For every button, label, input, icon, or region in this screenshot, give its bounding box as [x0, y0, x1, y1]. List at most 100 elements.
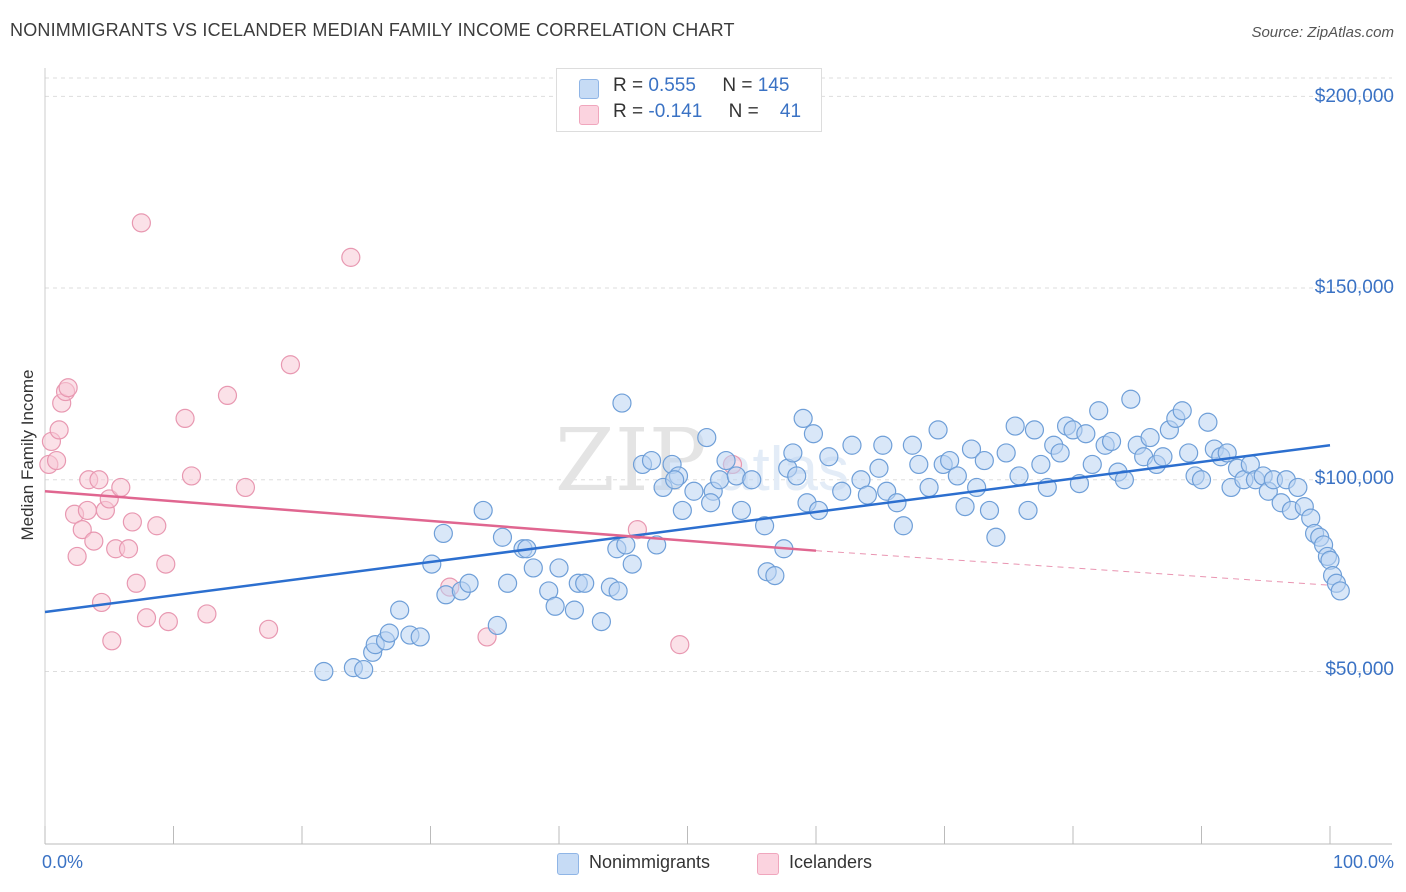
nonimmigrants-point	[947, 466, 967, 486]
x-tick-label-min: 0.0%	[42, 852, 84, 872]
icelanders-point	[89, 470, 109, 490]
icelanders-point	[99, 489, 119, 509]
icelanders-point	[136, 608, 157, 628]
y-tick-label-50000: $50,000	[1325, 659, 1394, 680]
nonimmigrants-point	[433, 523, 453, 544]
nonimmigrants-point	[787, 466, 807, 486]
nonimmigrants-point	[549, 558, 569, 578]
nonimmigrants-point	[379, 623, 399, 643]
icelanders-point	[126, 573, 146, 593]
blue-swatch	[557, 853, 579, 875]
correlation-legend: R = 0.555 N = 145 R = -0.141 N = 41	[556, 68, 822, 132]
nonimmigrants-point	[819, 447, 839, 467]
r-value: 0.555	[648, 75, 696, 96]
n-value: 145	[757, 75, 790, 96]
y-tick-label-200000: $200,000	[1314, 86, 1394, 107]
nonimmigrants-point	[803, 424, 824, 444]
nonimmigrants-point	[842, 435, 862, 455]
nonimmigrants-point	[564, 600, 585, 620]
nonimmigrants-point	[701, 493, 721, 513]
icelanders-point	[341, 247, 361, 267]
nonimmigrants-point	[487, 615, 507, 636]
icelanders-point	[158, 612, 178, 632]
icelanders-point	[235, 477, 256, 498]
nonimmigrants-point	[1050, 443, 1070, 463]
nonimmigrants-point	[979, 500, 1000, 521]
icelanders-point	[77, 500, 98, 521]
nonimmigrants-point	[765, 566, 785, 586]
icelanders-point	[111, 477, 131, 498]
nonimmigrants-point	[1009, 466, 1029, 486]
icelanders-point	[258, 619, 279, 639]
nonimmigrants-point	[869, 458, 889, 478]
nonimmigrants-point	[710, 470, 730, 490]
nonimmigrants-point	[647, 535, 667, 555]
nonimmigrants-point	[961, 439, 982, 459]
n-label: N =	[722, 75, 753, 96]
nonimmigrants-point	[1082, 454, 1102, 475]
nonimmigrants-point	[1153, 447, 1173, 467]
legend-label: Icelanders	[789, 852, 873, 872]
nonimmigrants-point	[591, 612, 612, 632]
icelanders-point	[670, 635, 690, 655]
nonimmigrants-point	[1288, 477, 1308, 498]
nonimmigrants-point	[459, 573, 479, 593]
icelanders-point	[118, 539, 139, 559]
nonimmigrants-point	[909, 454, 929, 475]
nonimmigrants-point	[545, 596, 565, 616]
nonimmigrants-point	[492, 527, 513, 547]
icelanders-point	[131, 213, 151, 233]
source-credit: Source: ZipAtlas.com	[1251, 24, 1394, 41]
nonimmigrants-point	[974, 450, 994, 471]
nonimmigrants-point	[314, 661, 334, 682]
n-label: N =	[728, 101, 759, 122]
blue-swatch	[579, 79, 599, 99]
nonimmigrants-point	[832, 481, 852, 501]
nonimmigrants-point	[919, 477, 939, 498]
nonimmigrants-point	[1330, 581, 1350, 601]
trend-lines	[44, 444, 1331, 614]
icelanders-point	[58, 378, 78, 398]
nonimmigrants-point	[1018, 500, 1038, 521]
nonimmigrants-point	[996, 443, 1016, 463]
nonimmigrants-point	[940, 450, 960, 471]
r-value: -0.141	[648, 101, 703, 122]
nonimmigrants-point	[986, 527, 1006, 547]
r-label: R =	[613, 75, 644, 96]
nonimmigrants-point	[1179, 443, 1199, 463]
icelanders-point	[197, 604, 217, 624]
nonimmigrants-point	[354, 659, 374, 680]
nonimmigrants-point	[612, 393, 632, 413]
icelanders-point	[46, 450, 67, 471]
nonimmigrants-point	[1101, 431, 1122, 452]
chart-title: NONIMMIGRANTS VS ICELANDER MEDIAN FAMILY…	[10, 20, 735, 40]
icelanders-point	[91, 592, 112, 613]
nonimmigrants-point	[473, 500, 493, 521]
nonimmigrants-points	[314, 389, 1350, 682]
nonimmigrants-point	[1121, 389, 1141, 409]
nonimmigrants-point	[742, 470, 762, 490]
nonimmigrants-point	[928, 420, 948, 440]
nonimmigrants-point	[575, 573, 595, 593]
icelanders-point	[122, 512, 142, 532]
y-tick-label-100000: $100,000	[1314, 468, 1394, 489]
nonimmigrants-point	[716, 450, 736, 471]
icelanders-point	[217, 385, 238, 406]
nonimmigrants-point	[893, 516, 913, 536]
icelanders-point	[147, 516, 167, 536]
nonimmigrants-point	[1198, 412, 1218, 432]
nonimmigrants-point	[1031, 454, 1051, 475]
nonimmigrants-point	[410, 627, 430, 647]
pink-swatch	[579, 105, 599, 125]
nonimmigrants-point	[783, 443, 803, 463]
nonimmigrants-point	[873, 435, 893, 455]
nonimmigrants-point	[1005, 416, 1025, 436]
icelanders-point	[280, 355, 301, 375]
nonimmigrants-point	[523, 558, 543, 578]
grid-lines	[45, 77, 1392, 672]
icelanders-point	[72, 519, 92, 540]
nonimmigrants-point	[665, 470, 685, 490]
pink-swatch	[757, 853, 779, 875]
n-value: 41	[779, 101, 802, 122]
nonimmigrants-point	[754, 516, 775, 536]
